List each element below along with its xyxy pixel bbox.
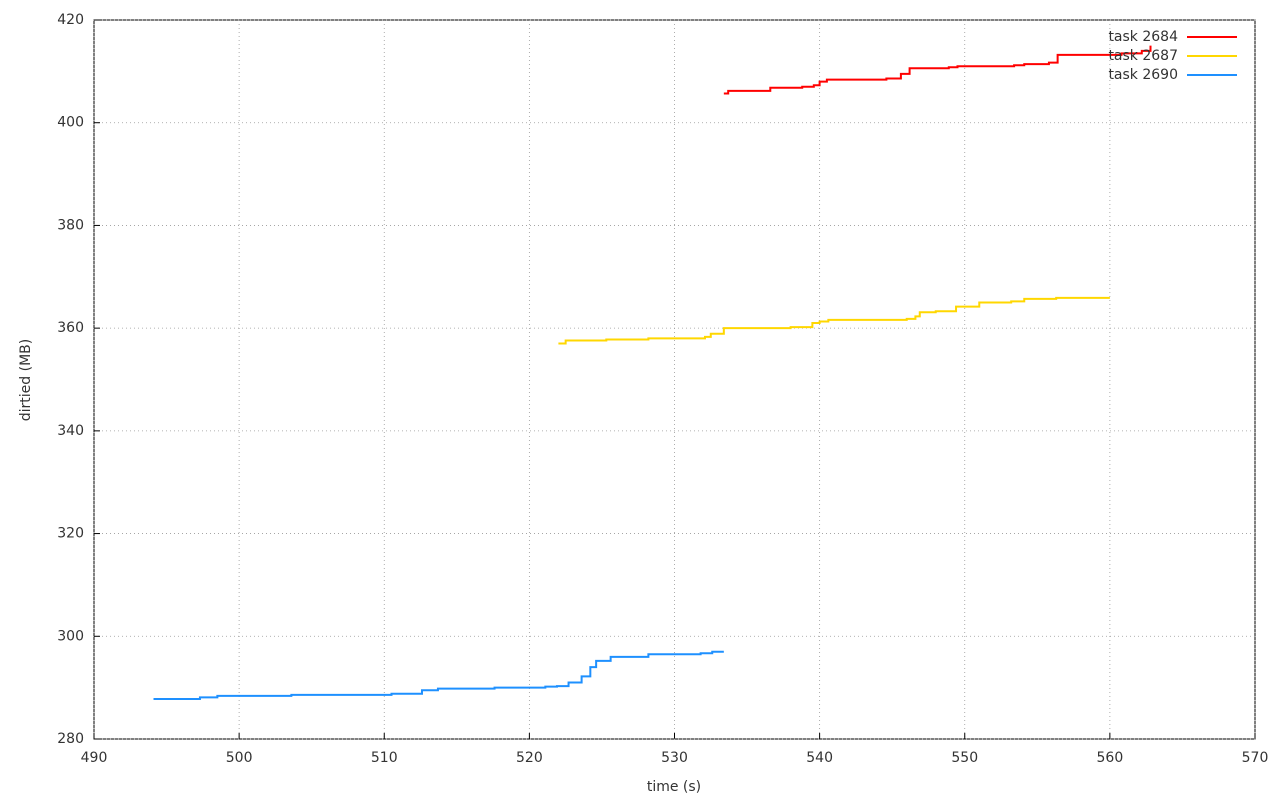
legend-label: task 2687 bbox=[1108, 48, 1178, 64]
y-axis-label: dirtied (MB) bbox=[18, 339, 34, 421]
x-axis-label: time (s) bbox=[647, 779, 701, 795]
y-tick-label: 420 bbox=[57, 12, 84, 28]
x-tick-label: 510 bbox=[371, 750, 398, 766]
x-tick-label: 490 bbox=[81, 750, 108, 766]
x-tick-label: 500 bbox=[226, 750, 253, 766]
x-tick-label: 530 bbox=[661, 750, 688, 766]
y-tick-label: 280 bbox=[57, 731, 84, 747]
y-tick-label: 300 bbox=[57, 628, 84, 644]
data-line bbox=[558, 296, 1110, 345]
x-tick-label: 550 bbox=[951, 750, 978, 766]
y-tick-label: 320 bbox=[57, 526, 84, 542]
y-tick-label: 360 bbox=[57, 320, 84, 336]
x-tick-label: 560 bbox=[1097, 750, 1124, 766]
x-tick-label: 520 bbox=[516, 750, 543, 766]
data-line bbox=[153, 650, 724, 700]
legend-label: task 2684 bbox=[1108, 29, 1178, 45]
data-line bbox=[723, 45, 1152, 95]
y-tick-label: 340 bbox=[57, 423, 84, 439]
x-tick-label: 570 bbox=[1242, 750, 1269, 766]
legend-label: task 2690 bbox=[1108, 67, 1178, 83]
y-tick-label: 380 bbox=[57, 217, 84, 233]
plot-frame bbox=[93, 19, 1256, 740]
y-tick-label: 400 bbox=[57, 115, 84, 131]
x-tick-label: 540 bbox=[806, 750, 833, 766]
